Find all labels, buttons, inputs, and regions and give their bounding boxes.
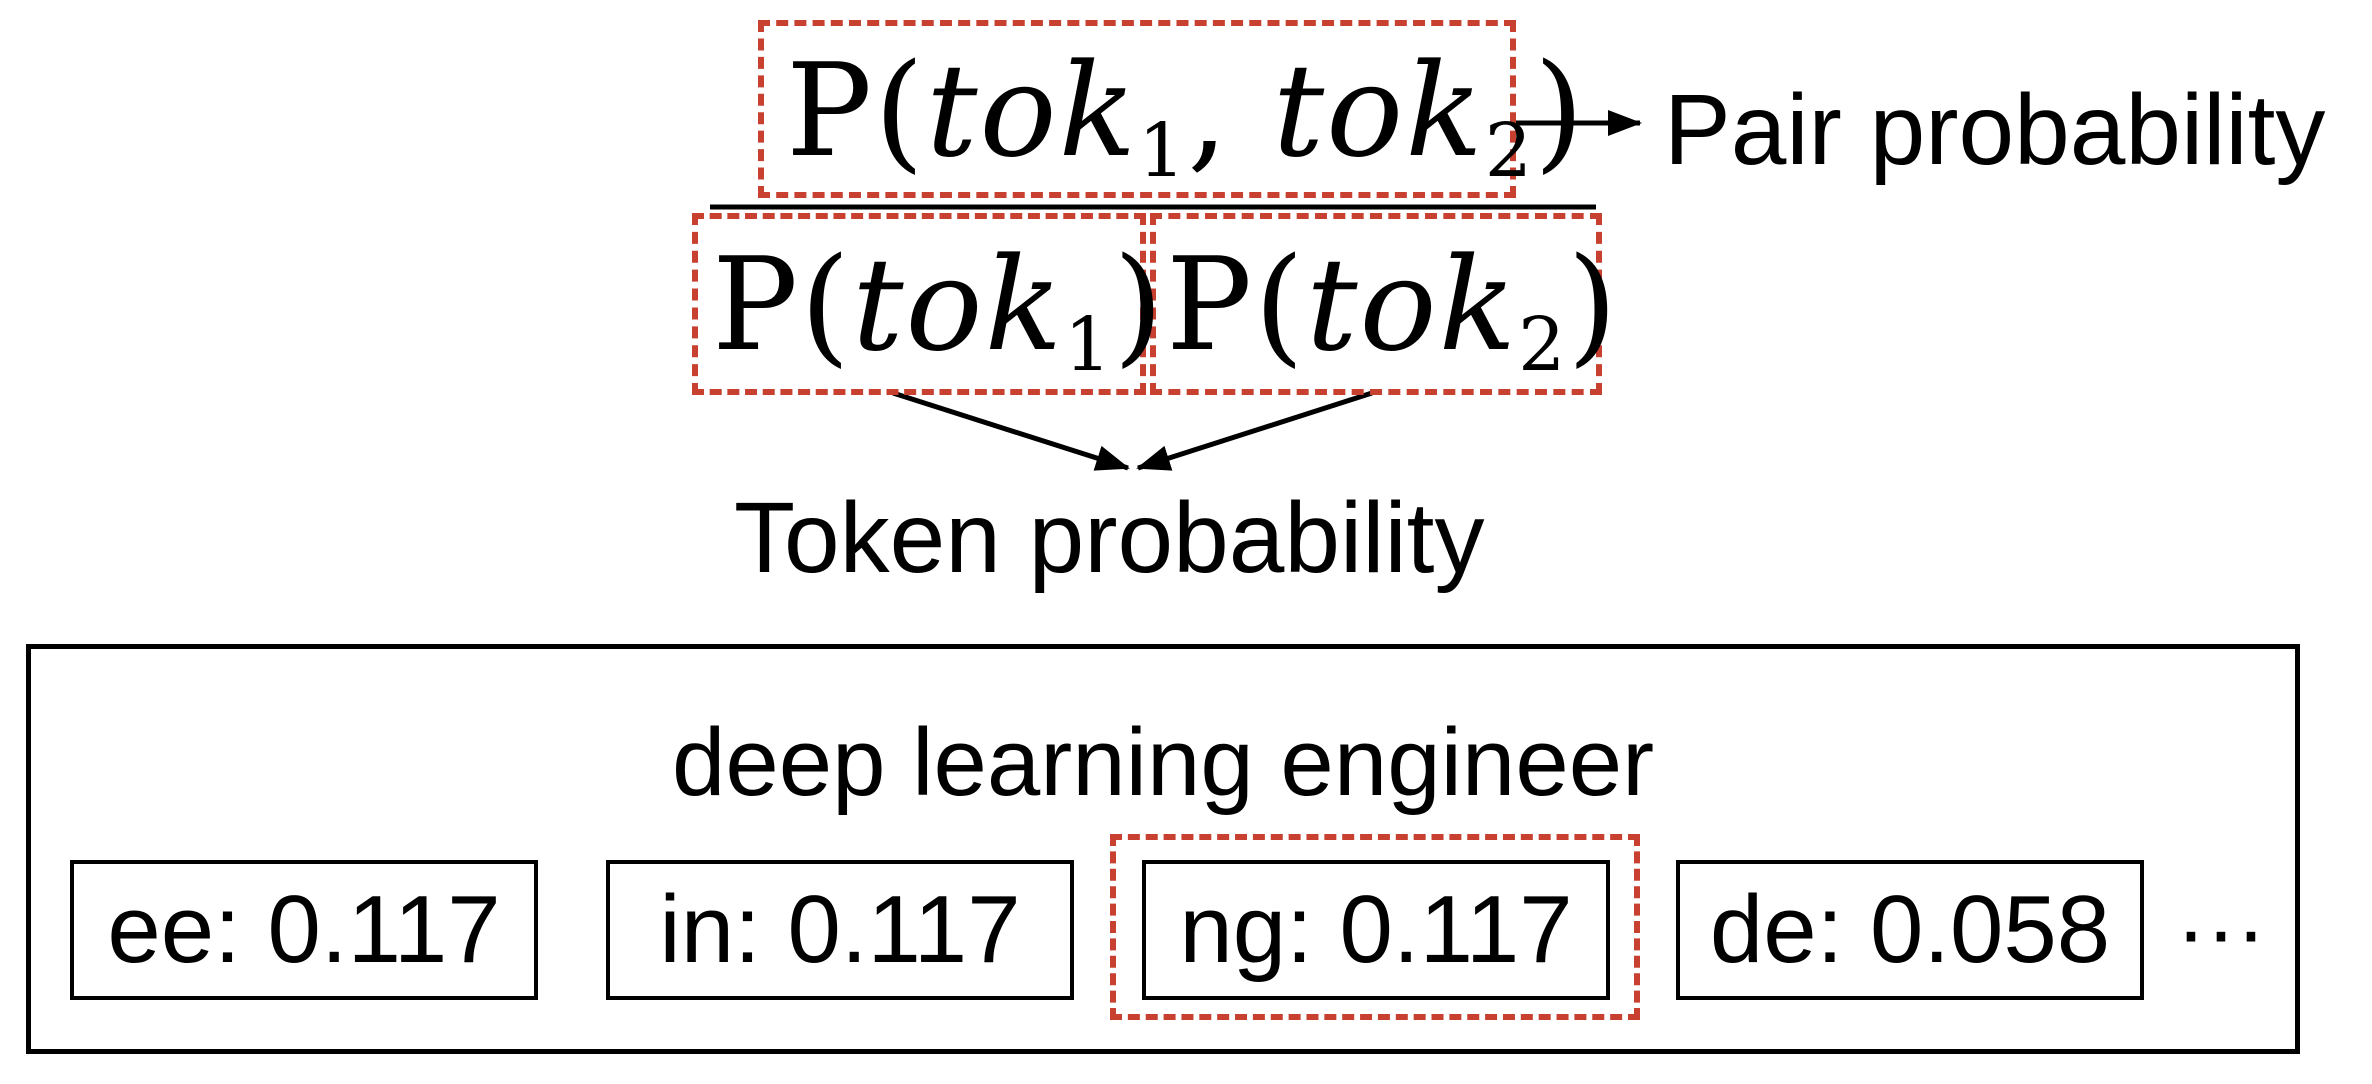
- example-word: deep learning engineer: [671, 709, 1655, 816]
- token-probability-label: Token probability: [734, 482, 1485, 594]
- denominator-left-formula: P(tok1): [712, 231, 1166, 388]
- denominator-right-highlight-box: [1150, 213, 1602, 395]
- token-chip-de: de: 0.058: [1676, 860, 2144, 1000]
- denominator-right-formula: P(tok2): [1166, 231, 1620, 388]
- example-panel: deep learning engineer: [26, 644, 2300, 1054]
- numerator-formula: P(tok1, tok2): [786, 37, 1586, 194]
- token-arrow-right: [1136, 390, 1373, 471]
- token-arrow-left: [892, 390, 1130, 471]
- denominator-left-highlight-box: [692, 213, 1146, 395]
- pair-probability-label: Pair probability: [1664, 74, 2326, 186]
- ellipsis: ···: [2176, 881, 2266, 981]
- numerator-highlight-box: [758, 20, 1516, 198]
- token-chip-ng-highlight-box: [1110, 834, 1640, 1020]
- token-chip-ng: ng: 0.117: [1142, 860, 1610, 1000]
- token-chip-ee: ee: 0.117: [70, 860, 538, 1000]
- token-chip-in: in: 0.117: [606, 860, 1074, 1000]
